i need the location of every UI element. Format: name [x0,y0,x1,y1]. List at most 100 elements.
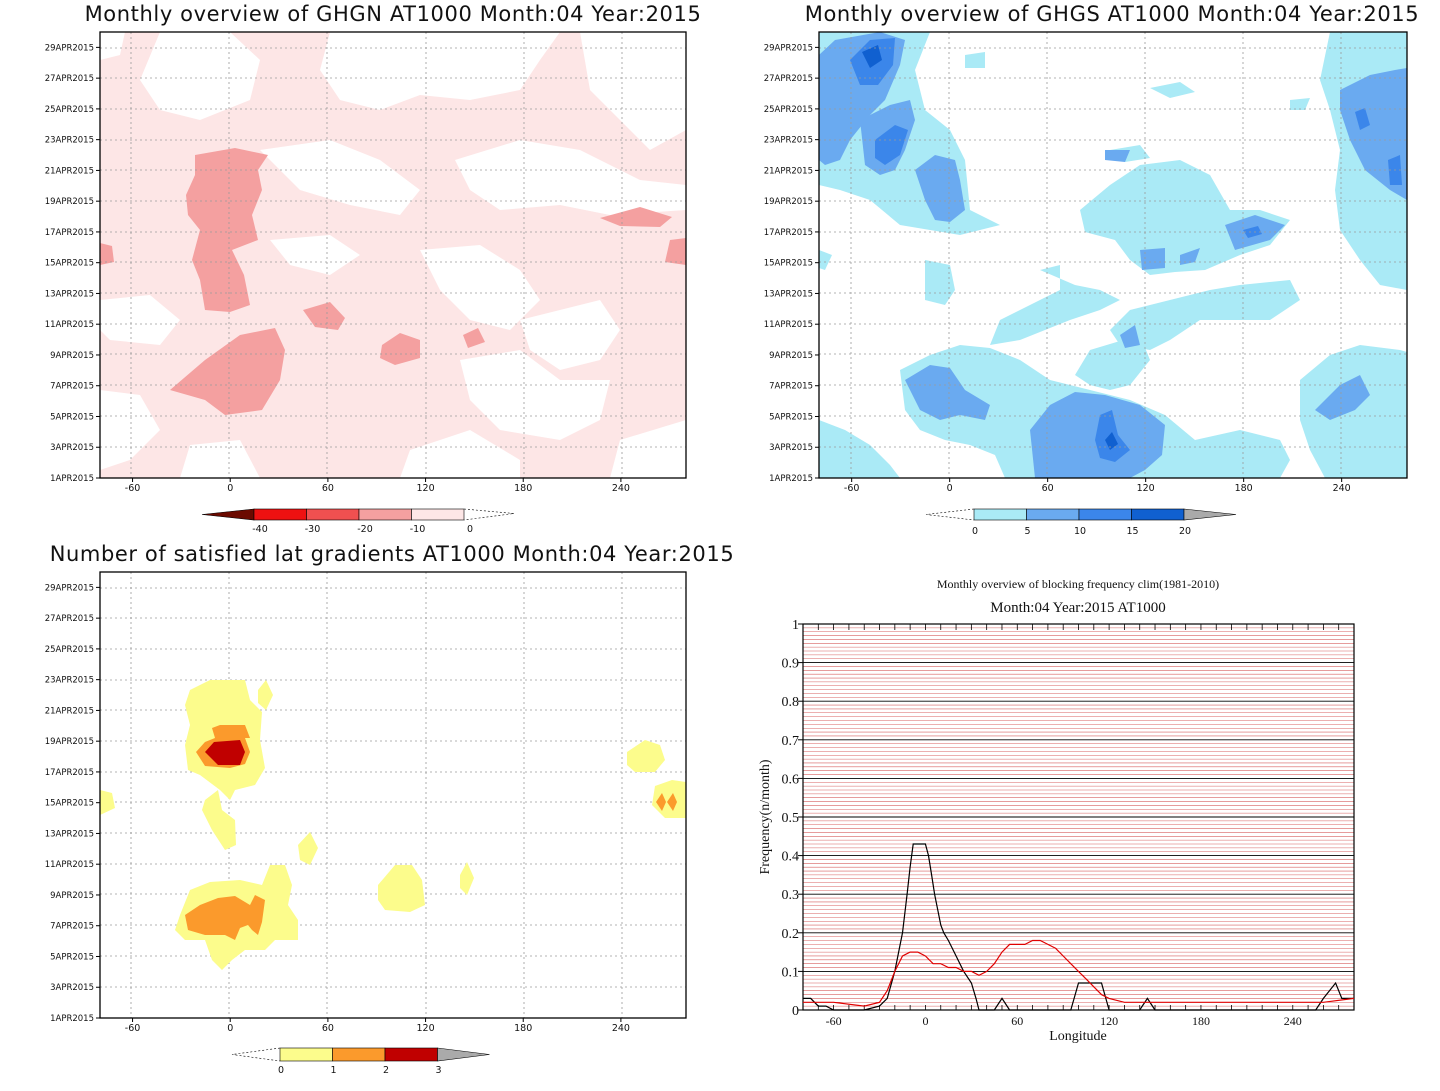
ghgs-field [819,32,1407,478]
freq-gridlines [803,627,1354,1007]
ghgn-frame [99,31,687,479]
grad-xtick-label: 60 [322,1023,334,1034]
ghgs-xtick-label: 60 [1042,483,1054,494]
freq-ytick-label: 0.9 [782,657,800,672]
freq-subtitle: Month:04 Year:2015 AT1000 [990,600,1165,616]
grad-xtick-label: 240 [612,1023,630,1034]
ghgs-cbar-label: 5 [1024,526,1030,537]
grad-ytick-label: 11APR2015 [45,860,94,870]
ghgn-colorbar: -40 -30 -20 -10 0 [201,508,515,535]
grad-colorbar: 0 1 2 3 [231,1047,490,1076]
grad-cbar-segment [332,1047,386,1062]
freq-ytick-label: 1 [792,618,799,633]
grad-title: Number of satisfied lat gradients AT1000… [50,542,735,566]
ghgs-xtick-label: -60 [844,483,860,494]
grad-ytick-label: 23APR2015 [45,676,94,686]
ghgn-ytick-label: 27APR2015 [45,74,94,84]
ghgs-ytick-label: 11APR2015 [764,320,813,330]
ghgn-cbar-segment [411,508,465,521]
ghgn-ytick-label: 21APR2015 [45,166,94,176]
grad-ytick-label: 25APR2015 [45,645,94,655]
ghgs-ytick-label: 9APR2015 [769,351,813,361]
grad-cbar-extend-high [437,1047,490,1062]
ghgn-panel: Monthly overview of GHGN AT1000 Month:04… [45,2,702,535]
freq-xtick-label: 180 [1192,1014,1210,1028]
ghgn-ytick-label: 11APR2015 [45,320,94,330]
ghgn-ytick-label: 17APR2015 [45,228,94,238]
grad-ytick-label: 1APR2015 [50,1014,94,1024]
ghgn-ytick-label: 15APR2015 [45,259,94,269]
ghgn-ytick-label: 9APR2015 [50,351,94,361]
ghgs-xtick-label: 120 [1137,483,1155,494]
grad-ytick-label: 19APR2015 [45,737,94,747]
ghgn-ytick-label: 7APR2015 [50,382,94,392]
freq-xtick-label: 0 [922,1014,928,1028]
grad-panel: Number of satisfied lat gradients AT1000… [45,542,735,1076]
ghgn-cbar-label: 0 [467,524,473,535]
ghgs-ytick-label: 27APR2015 [764,74,813,84]
ghgs-cbar-segment [1131,508,1185,521]
ghgn-ytick-label: 5APR2015 [50,412,94,422]
ghgs-ytick-label: 19APR2015 [764,197,813,207]
grad-frame [99,571,687,1019]
freq-ytick-label: 0.5 [782,811,800,826]
ghgn-xtick-label: 120 [416,483,434,494]
ghgn-ytick-label: 23APR2015 [45,136,94,146]
ghgn-cbar-segment [253,508,307,521]
ghgn-field [100,32,686,478]
grad-cbar-extend-low [231,1047,281,1062]
grad-ytick-label: 9APR2015 [50,891,94,901]
grad-xtick-label: 180 [514,1023,532,1034]
freq-ytick-label: 0.1 [782,965,800,980]
grad-cbar-label: 3 [435,1065,441,1076]
grad-xtick-label: -60 [125,1023,141,1034]
freq-ytick-label: 0.8 [782,695,800,710]
ghgs-ytick-label: 25APR2015 [764,105,813,115]
grad-cbar-label: 1 [330,1065,336,1076]
ghgn-ytick-label: 13APR2015 [45,289,94,299]
ghgn-xtick-label: -60 [125,483,141,494]
ghgn-ytick-label: 19APR2015 [45,197,94,207]
freq-ytick-label: 0.4 [782,850,800,865]
freq-xtick-label: 60 [1011,1014,1023,1028]
ghgn-ytick-label: 1APR2015 [50,474,94,484]
grad-ytick-label: 13APR2015 [45,829,94,839]
grad-xtick-label: 120 [416,1023,434,1034]
ghgn-title: Monthly overview of GHGN AT1000 Month:04… [85,2,702,26]
ghgs-cbar-segment [1026,508,1080,521]
ghgn-cbar-label: -30 [305,524,321,535]
ghgn-cbar-label: -20 [357,524,373,535]
freq-ylabel: Frequency(n/month) [758,759,773,874]
ghgn-cbar-segment [306,508,360,521]
grad-ytick-label: 21APR2015 [45,706,94,716]
freq-ytick-label: 0.3 [782,888,800,903]
ghgs-ytick-label: 21APR2015 [764,166,813,176]
ghgn-cbar-extend-high [463,508,515,521]
grad-ytick-label: 5APR2015 [50,952,94,962]
ghgs-cbar-segment [1078,508,1132,521]
freq-ytick-label: 0.7 [782,734,800,749]
grad-ytick-label: 3APR2015 [50,983,94,993]
freq-ytick-label: 0.6 [782,772,800,787]
grad-ytick-label: 17APR2015 [45,768,94,778]
ghgs-ytick-label: 5APR2015 [769,412,813,422]
ghgs-ytick-label: 15APR2015 [764,259,813,269]
ghgn-ytick-label: 3APR2015 [50,443,94,453]
ghgn-ytick-label: 29APR2015 [45,43,94,53]
ghgs-ytick-label: 7APR2015 [769,382,813,392]
freq-ytick-label: 0 [792,1004,799,1019]
ghgn-xtick-label: 60 [322,483,334,494]
grad-field [100,572,686,1018]
freq-title: Monthly overview of blocking frequency c… [937,577,1219,591]
ghgs-ytick-label: 29APR2015 [764,43,813,53]
ghgn-ytick-label: 25APR2015 [45,105,94,115]
grad-ytick-label: 27APR2015 [45,614,94,624]
freq-xtick-label: -60 [826,1014,842,1028]
ghgs-panel: Monthly overview of GHGS AT1000 Month:04… [764,2,1419,537]
ghgn-xtick-label: 180 [514,483,532,494]
ghgn-cbar-label: -40 [252,524,268,535]
ghgn-cbar-label: -10 [410,524,426,535]
ghgs-ytick-label: 23APR2015 [764,136,813,146]
grad-cbar-label: 2 [383,1065,389,1076]
